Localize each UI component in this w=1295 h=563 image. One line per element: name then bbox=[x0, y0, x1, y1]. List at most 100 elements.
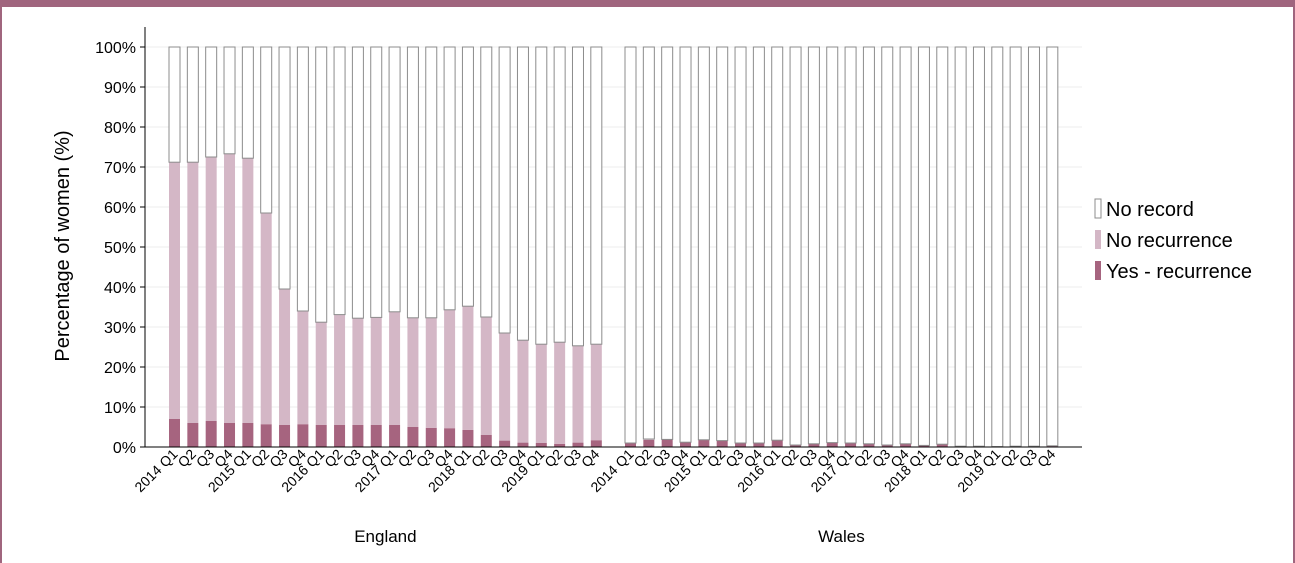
bar-segment-no-record bbox=[425, 46, 438, 319]
bar-segment-no-record bbox=[844, 46, 857, 444]
legend-label: Yes - recurrence bbox=[1106, 261, 1252, 283]
bar-segment-yes-recurrence bbox=[680, 442, 692, 447]
bar-segment-yes-recurrence bbox=[881, 445, 893, 447]
bar-segment-no-record bbox=[205, 46, 218, 158]
bar-segment-no-record bbox=[661, 46, 674, 440]
bar-segment-yes-recurrence bbox=[480, 435, 492, 447]
bar-segment-yes-recurrence bbox=[370, 425, 382, 447]
bar-segment-no-record bbox=[642, 46, 655, 440]
y-tick-label: 70% bbox=[104, 160, 136, 177]
bar-segment-no-record bbox=[260, 46, 273, 214]
bar-segment-no-record bbox=[571, 46, 584, 347]
bar-segment-yes-recurrence bbox=[499, 440, 511, 447]
bar-segment-no-recurrence bbox=[590, 344, 602, 441]
bar-segment-no-recurrence bbox=[535, 344, 547, 443]
bar-segment-no-record bbox=[278, 46, 291, 290]
bar-segment-no-record bbox=[296, 46, 309, 312]
y-tick-label: 0% bbox=[113, 440, 136, 457]
legend-swatch bbox=[1095, 230, 1101, 249]
bar-segment-yes-recurrence bbox=[698, 439, 710, 447]
group-label: England bbox=[354, 527, 416, 546]
bar-segment-yes-recurrence bbox=[936, 444, 948, 447]
bar-segment-no-record bbox=[881, 46, 894, 446]
group-label: Wales bbox=[818, 527, 865, 546]
bar-segment-no-record bbox=[862, 46, 875, 445]
bar-segment-no-record bbox=[679, 46, 692, 443]
bar-segment-no-recurrence bbox=[499, 333, 511, 441]
bar-segment-no-record bbox=[370, 46, 383, 318]
bar-segment-no-record bbox=[716, 46, 729, 442]
bar-segment-no-recurrence bbox=[389, 311, 401, 425]
group-labels: England Wales bbox=[354, 527, 864, 546]
bar-segment-no-recurrence bbox=[297, 311, 309, 425]
bar-segment-yes-recurrence bbox=[279, 425, 291, 447]
bar-segment-yes-recurrence bbox=[187, 423, 199, 447]
x-tick-label: Q4 bbox=[578, 446, 603, 471]
y-tick-label: 10% bbox=[104, 400, 136, 417]
bar-segment-yes-recurrence bbox=[735, 443, 747, 447]
bar-segment-no-recurrence bbox=[224, 153, 236, 424]
bar-segment-no-recurrence bbox=[334, 314, 346, 425]
bar-segment-yes-recurrence bbox=[462, 429, 474, 447]
bar-segment-yes-recurrence bbox=[918, 445, 930, 447]
bar-segment-no-record bbox=[186, 46, 199, 163]
bar-segment-no-recurrence bbox=[462, 306, 474, 430]
bar-segment-yes-recurrence bbox=[554, 443, 566, 447]
bar-segment-no-record bbox=[734, 46, 747, 444]
bar-segment-yes-recurrence bbox=[315, 425, 327, 447]
legend: No record No recurrence Yes - recurrence bbox=[1094, 198, 1252, 283]
bar-segment-no-recurrence bbox=[425, 317, 437, 428]
bar-segment-no-record bbox=[443, 46, 456, 311]
bar-segment-yes-recurrence bbox=[407, 427, 419, 447]
bar-segment-yes-recurrence bbox=[260, 424, 272, 447]
bar-segment-yes-recurrence bbox=[535, 443, 547, 447]
bar-segment-yes-recurrence bbox=[900, 443, 912, 447]
bar-segment-no-recurrence bbox=[407, 317, 419, 427]
y-tick-label: 100% bbox=[95, 40, 136, 57]
bar-segment-yes-recurrence bbox=[444, 428, 456, 447]
bar-segment-yes-recurrence bbox=[808, 443, 820, 447]
bar-segment-no-recurrence bbox=[242, 158, 254, 423]
y-tick-label: 30% bbox=[104, 320, 136, 337]
bar-segment-yes-recurrence bbox=[205, 421, 217, 447]
bar-segment-no-recurrence bbox=[260, 213, 272, 425]
bar-segment-no-recurrence bbox=[480, 317, 492, 435]
bar-segment-yes-recurrence bbox=[517, 442, 529, 447]
bar-segment-yes-recurrence bbox=[716, 440, 728, 447]
bar-segment-no-record bbox=[1027, 46, 1040, 447]
bar-segment-no-record bbox=[351, 46, 364, 319]
bar-segment-no-record bbox=[406, 46, 419, 319]
bar-segment-no-recurrence bbox=[205, 157, 217, 421]
bar-segment-no-record bbox=[168, 46, 181, 163]
bar-segment-no-record bbox=[936, 46, 949, 445]
bar-segment-yes-recurrence bbox=[643, 439, 655, 447]
bar-segment-no-record bbox=[553, 46, 566, 343]
bar-segment-yes-recurrence bbox=[661, 439, 673, 447]
bar-segment-yes-recurrence bbox=[790, 445, 802, 447]
y-tick-label: 50% bbox=[104, 240, 136, 257]
bar-segment-no-record bbox=[789, 46, 802, 446]
bar-segment-no-record bbox=[624, 46, 637, 444]
bar-segment-no-record bbox=[917, 46, 930, 446]
bar-segment-yes-recurrence bbox=[425, 427, 437, 447]
bar-segment-yes-recurrence bbox=[863, 443, 875, 447]
bar-segment-yes-recurrence bbox=[590, 440, 602, 447]
legend-label: No record bbox=[1106, 199, 1194, 221]
bar-segment-no-record bbox=[1046, 46, 1059, 447]
bar-segment-no-record bbox=[498, 46, 511, 334]
bar-segment-yes-recurrence bbox=[297, 424, 309, 447]
bar-segment-no-record bbox=[516, 46, 529, 341]
y-tick-labels: 0% 10% 20% 30% 40% 50% 60% 70% 80% 90% 100% bbox=[95, 40, 136, 457]
bar-segment-no-record bbox=[590, 46, 603, 345]
bar-segment-yes-recurrence bbox=[625, 443, 636, 447]
bar-segment-yes-recurrence bbox=[242, 423, 254, 447]
legend-swatch bbox=[1094, 198, 1102, 219]
bar-segment-no-record bbox=[480, 46, 493, 318]
bar-segment-no-recurrence bbox=[279, 289, 291, 425]
bar-segment-no-record bbox=[771, 46, 784, 441]
bar-segment-yes-recurrence bbox=[334, 425, 346, 447]
bar-segment-no-record bbox=[1009, 46, 1022, 447]
bar-segment-no-recurrence bbox=[517, 340, 529, 443]
